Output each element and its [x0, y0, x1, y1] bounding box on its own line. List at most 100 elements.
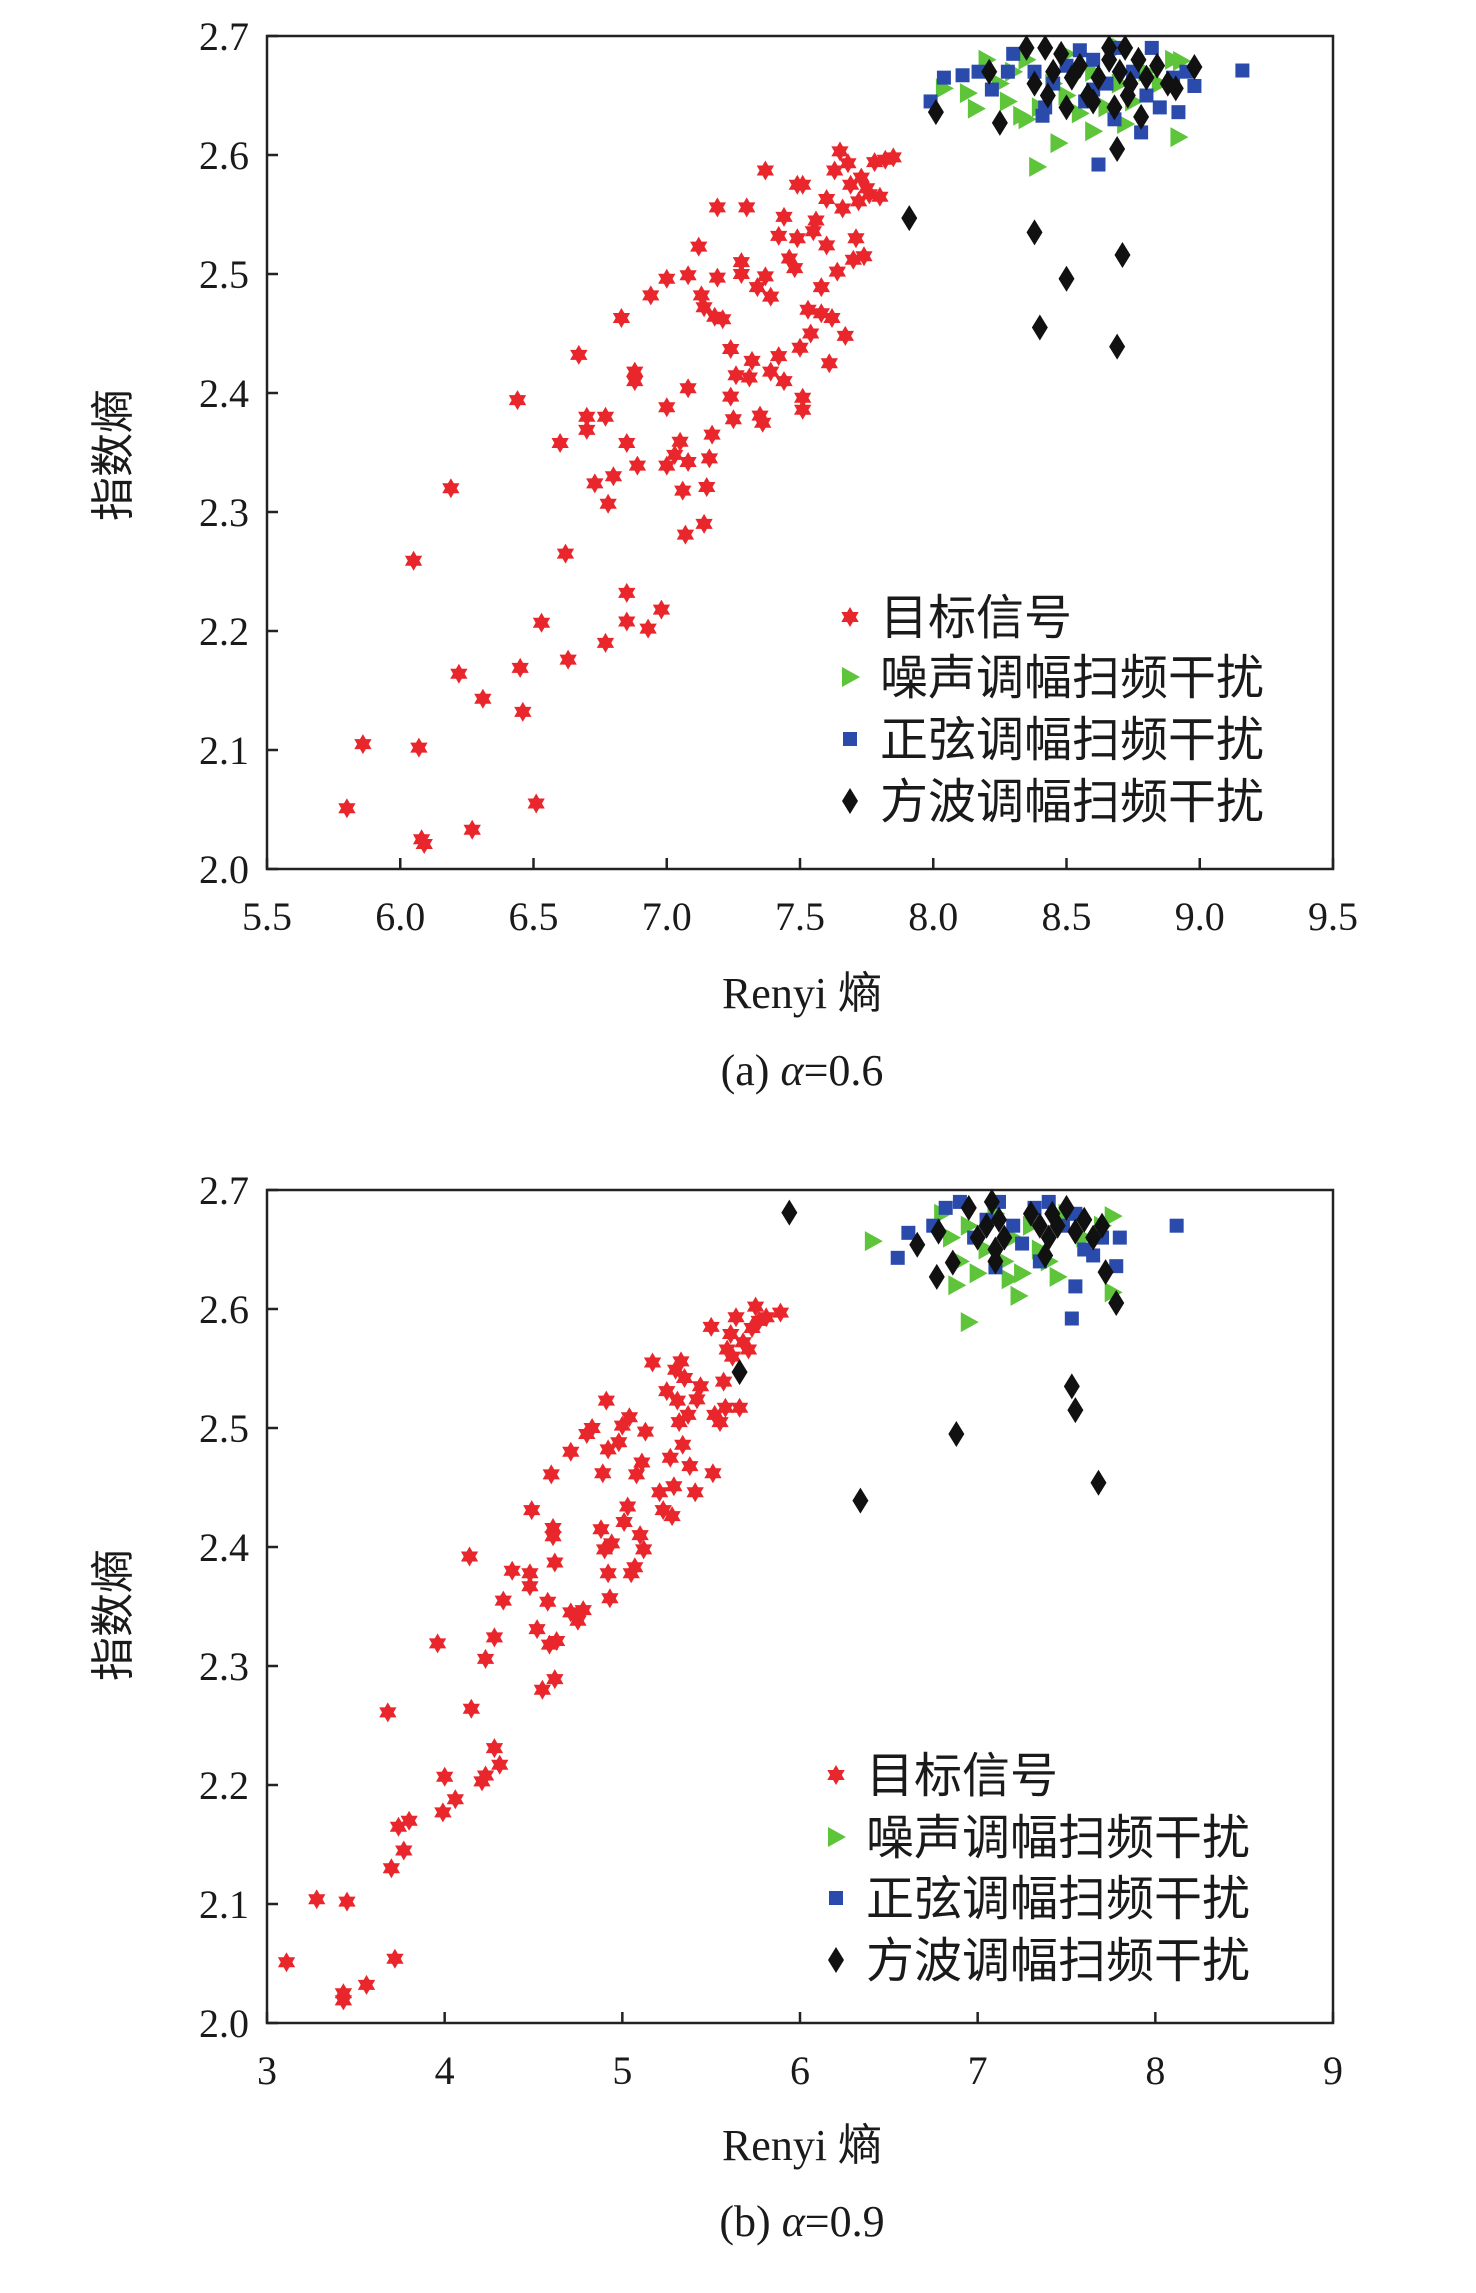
data-point	[658, 455, 676, 476]
y-tick-label: 2.1	[199, 728, 249, 773]
data-point	[672, 1351, 690, 1372]
data-point	[1067, 1218, 1084, 1245]
data-point	[618, 582, 636, 603]
data-point	[334, 1990, 353, 2011]
data-point	[1058, 1194, 1075, 1221]
data-point	[1173, 50, 1192, 71]
y-tick-label: 2.0	[199, 2001, 249, 2046]
caption-value: =0.9	[805, 2197, 885, 2246]
data-point	[539, 1591, 557, 1612]
data-point	[619, 1496, 637, 1517]
legend-label: 方波调幅扫频干扰	[880, 776, 1264, 829]
data-point	[960, 1215, 979, 1236]
x-tick-label: 9	[1323, 2048, 1343, 2093]
data-point	[722, 1324, 740, 1344]
data-point	[633, 1452, 651, 1473]
data-point	[708, 197, 726, 218]
data-point	[754, 412, 772, 433]
data-point	[463, 819, 481, 840]
data-point	[927, 99, 944, 126]
data-point	[474, 688, 492, 709]
data-point	[871, 186, 889, 207]
data-point	[959, 83, 978, 104]
data-point	[596, 406, 615, 427]
y-tick-label: 2.7	[199, 1168, 249, 1213]
legend-marker	[828, 1827, 846, 1847]
data-point	[1134, 125, 1149, 140]
data-point	[695, 297, 713, 318]
data-point	[852, 167, 870, 188]
data-point	[990, 1206, 1007, 1233]
data-point	[826, 160, 844, 181]
data-point	[794, 399, 812, 420]
data-point	[559, 649, 577, 670]
data-point	[1104, 1282, 1123, 1303]
data-point	[1085, 1224, 1102, 1251]
y-tick-label: 2.0	[199, 847, 249, 892]
data-point	[679, 378, 697, 399]
data-point	[799, 299, 817, 320]
data-point	[523, 1500, 541, 1521]
data-point	[665, 1476, 683, 1497]
data-point	[804, 221, 822, 242]
data-point	[674, 480, 692, 501]
data-point	[692, 285, 711, 306]
data-point	[714, 309, 732, 330]
data-point	[700, 448, 719, 469]
data-point	[636, 1421, 655, 1442]
legend-marker	[843, 732, 857, 746]
data-point	[1026, 70, 1043, 97]
data-point	[991, 109, 1008, 136]
data-point	[562, 1602, 580, 1623]
legend-label: 噪声调幅扫频干扰	[866, 1812, 1250, 1865]
data-point	[679, 1404, 697, 1425]
data-point	[379, 1702, 397, 1723]
data-point	[1138, 64, 1155, 91]
data-point	[626, 1557, 644, 1578]
data-point	[511, 657, 529, 678]
data-point	[771, 1302, 790, 1323]
data-point	[686, 1482, 704, 1503]
data-point	[670, 1412, 688, 1433]
data-point	[1058, 265, 1075, 292]
data-point	[960, 1194, 977, 1221]
data-point	[663, 1506, 681, 1527]
y-tick-label: 2.5	[199, 1406, 249, 1451]
legend-label: 方波调幅扫频干扰	[866, 1935, 1250, 1988]
data-point	[1029, 156, 1048, 177]
data-point	[446, 1789, 464, 1810]
data-point	[652, 599, 671, 620]
data-point	[1085, 88, 1102, 115]
data-point	[357, 1974, 376, 1995]
x-tick-label: 5	[612, 2048, 632, 2093]
data-point	[746, 1296, 765, 1317]
x-tick-label: 8.0	[908, 894, 958, 939]
data-point	[681, 1456, 699, 1477]
y-tick-label: 2.1	[199, 1882, 249, 1927]
data-point	[395, 1840, 413, 1861]
data-point	[703, 424, 721, 445]
data-point	[1117, 34, 1134, 61]
data-point	[434, 1802, 452, 1823]
data-point	[1010, 1285, 1029, 1306]
data-point	[890, 1250, 905, 1265]
x-tick-label: 7.0	[642, 894, 692, 939]
data-point	[485, 1627, 504, 1648]
data-point	[562, 1441, 580, 1462]
data-point	[1186, 53, 1203, 80]
data-point	[1015, 1236, 1030, 1251]
data-point	[442, 478, 460, 499]
data-point	[791, 337, 809, 358]
data-point	[494, 1590, 512, 1611]
data-point	[546, 1552, 564, 1573]
caption-value: =0.6	[804, 1046, 884, 1095]
data-point	[1101, 34, 1118, 61]
y-tick-label: 2.3	[199, 1644, 249, 1689]
data-point	[308, 1889, 326, 1910]
series-diamond	[731, 1188, 1125, 1514]
data-point	[850, 191, 868, 212]
data-point	[983, 1188, 1000, 1215]
legend-marker	[829, 1891, 843, 1905]
x-tick-label: 5.5	[242, 894, 292, 939]
